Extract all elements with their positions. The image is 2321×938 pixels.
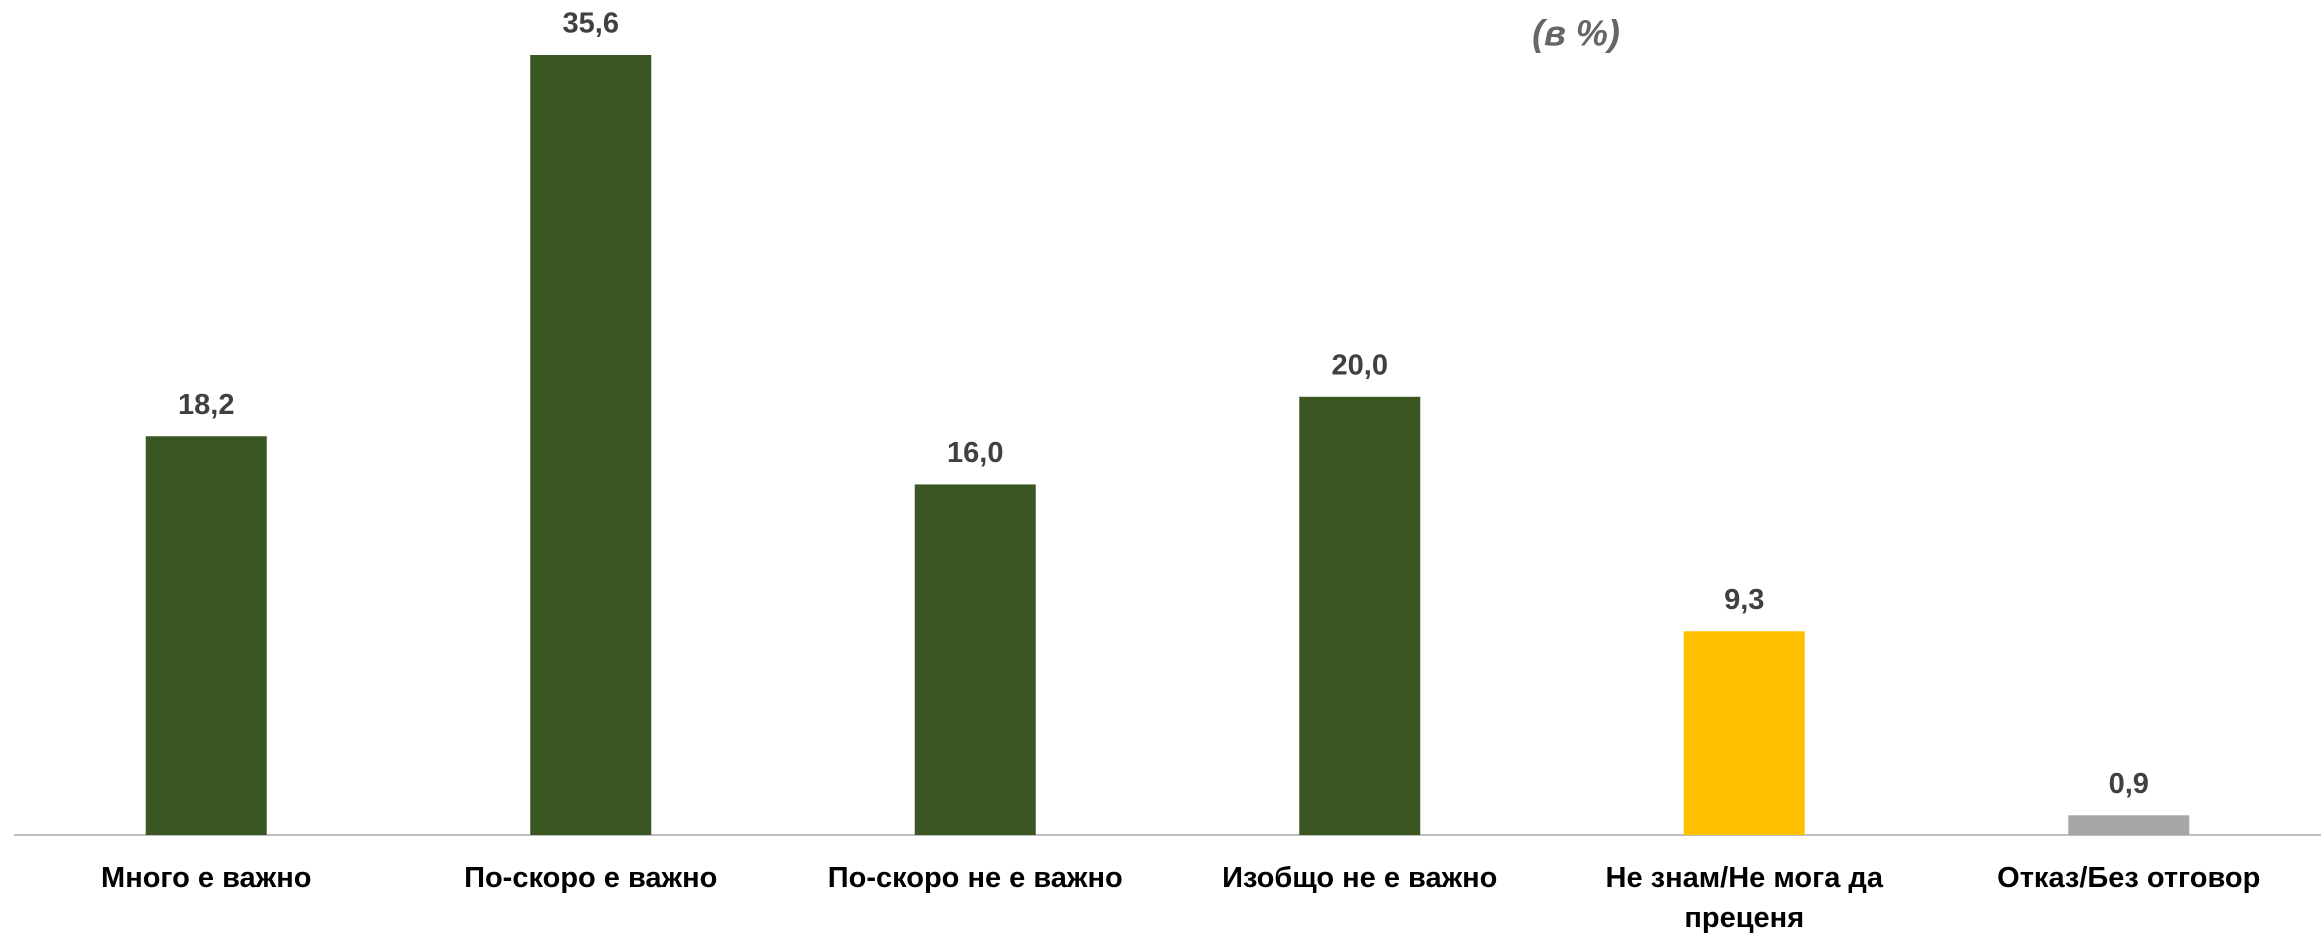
bar [2068,815,2190,835]
chart-subtitle: (в %) [1532,13,1620,54]
x-tick-label: Изобщо не е важно [1222,862,1498,894]
x-tick-label: Отказ/Без отговор [1997,862,2261,894]
bar [914,484,1036,835]
bar [530,55,652,835]
data-label: 35,6 [563,8,619,40]
x-tick-label: Много е важно [101,862,312,894]
x-tick-label: Не знам/Не мога да преценя [1605,862,1883,934]
data-label: 0,9 [2109,768,2149,800]
data-label: 20,0 [1332,349,1388,381]
data-label: 9,3 [1724,584,1764,616]
x-tick-label: По-скоро е важно [464,862,718,894]
x-tick-label: По-скоро не е важно [827,862,1123,894]
bar [1299,396,1421,835]
bar [1683,631,1805,835]
data-label: 18,2 [178,389,234,421]
data-label: 16,0 [947,437,1003,469]
bar [145,436,267,835]
